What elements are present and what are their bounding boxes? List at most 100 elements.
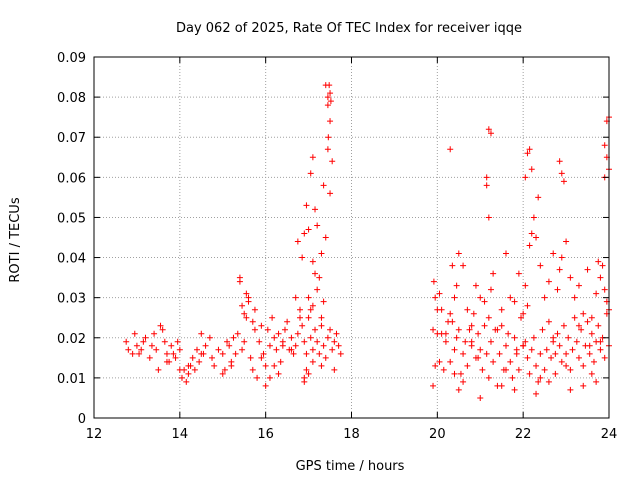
data-point	[262, 382, 269, 389]
data-point	[472, 282, 479, 289]
data-point	[569, 346, 576, 353]
data-point	[202, 342, 209, 349]
data-point	[438, 306, 445, 313]
data-point	[520, 310, 527, 317]
data-point	[176, 346, 183, 353]
data-point	[318, 250, 325, 257]
data-point	[326, 82, 333, 89]
data-point	[558, 358, 565, 365]
data-point	[209, 354, 216, 361]
data-point	[249, 318, 256, 325]
data-point	[451, 370, 458, 377]
grid-lines	[94, 57, 609, 418]
data-point	[305, 314, 312, 321]
data-point	[251, 306, 258, 313]
data-point	[460, 378, 467, 385]
data-point	[151, 330, 158, 337]
data-point	[290, 350, 297, 357]
data-point	[320, 298, 327, 305]
data-point	[297, 314, 303, 321]
y-tick-label: 0.07	[57, 131, 86, 146]
data-point	[153, 346, 160, 353]
data-point	[314, 286, 321, 293]
data-point	[303, 366, 310, 373]
data-point	[312, 206, 319, 213]
data-point	[524, 354, 531, 361]
data-point	[129, 350, 136, 357]
data-point	[575, 282, 582, 289]
data-point	[509, 374, 516, 381]
data-point	[526, 242, 533, 249]
data-point	[595, 322, 602, 329]
data-point	[138, 346, 145, 353]
data-point	[324, 94, 331, 101]
data-point	[593, 378, 600, 385]
data-point	[183, 378, 190, 385]
data-point	[337, 350, 344, 357]
data-point	[264, 326, 271, 333]
data-point	[455, 386, 462, 393]
y-tick-label: 0	[78, 412, 86, 427]
data-point	[550, 250, 557, 257]
data-point	[309, 346, 316, 353]
data-point	[316, 274, 323, 281]
data-point	[498, 382, 505, 389]
data-point	[136, 350, 143, 357]
data-point	[552, 350, 559, 357]
data-point	[185, 362, 192, 369]
data-point	[466, 326, 473, 333]
data-point	[436, 358, 443, 365]
data-point	[168, 342, 175, 349]
data-point	[537, 262, 544, 269]
data-point	[170, 350, 177, 357]
y-tick-label: 0.02	[57, 332, 86, 347]
data-point	[563, 238, 570, 245]
data-point	[155, 366, 162, 373]
data-point	[530, 214, 537, 221]
data-point	[249, 366, 256, 373]
data-point	[447, 310, 454, 317]
data-point	[325, 134, 332, 141]
data-point	[451, 294, 458, 301]
data-point	[584, 318, 591, 325]
data-point	[490, 358, 497, 365]
data-point	[462, 338, 469, 345]
data-point	[567, 366, 574, 373]
x-tick-label: 20	[429, 427, 446, 442]
data-point	[440, 366, 447, 373]
data-point	[226, 342, 233, 349]
data-point	[146, 354, 153, 361]
data-point	[196, 358, 203, 365]
y-tick-label: 0.05	[57, 211, 86, 226]
data-point	[301, 230, 308, 237]
data-point	[275, 330, 282, 337]
data-point	[449, 262, 456, 269]
data-point	[575, 322, 582, 329]
data-point	[191, 366, 198, 373]
data-point	[507, 358, 514, 365]
data-point	[483, 182, 490, 189]
data-point	[228, 362, 235, 369]
data-point	[243, 314, 250, 321]
data-point	[485, 126, 492, 133]
data-point	[316, 350, 323, 357]
data-point	[329, 158, 336, 165]
data-point	[318, 362, 325, 369]
data-point	[470, 310, 477, 317]
data-point	[464, 306, 471, 313]
data-point	[498, 306, 505, 313]
data-point	[232, 350, 239, 357]
data-point	[503, 342, 509, 349]
data-point	[580, 382, 587, 389]
data-point	[487, 338, 494, 345]
data-point	[541, 294, 548, 301]
data-point	[324, 146, 331, 153]
data-point	[230, 334, 237, 341]
data-point	[245, 298, 252, 305]
data-point	[241, 338, 248, 345]
data-point	[243, 290, 250, 297]
x-tick-label: 16	[257, 427, 274, 442]
data-point	[271, 334, 278, 341]
x-axis-ticks: 12 14 16 18 20 22 24	[86, 57, 617, 442]
data-point	[515, 270, 522, 277]
